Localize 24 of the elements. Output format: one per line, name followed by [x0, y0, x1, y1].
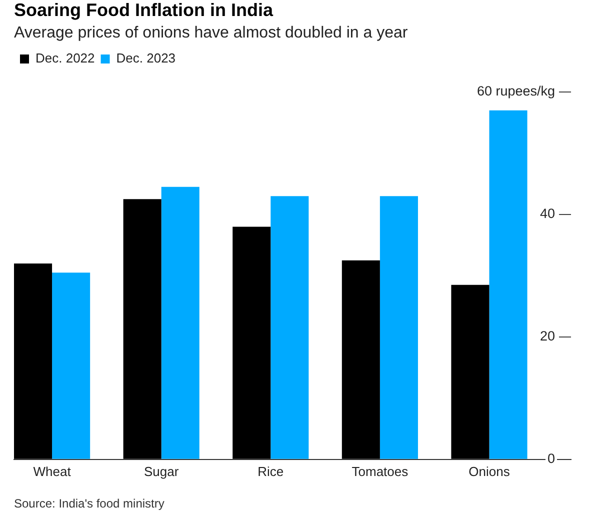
- x-tick-label: Sugar: [144, 464, 180, 479]
- legend-label: Dec. 2023: [116, 50, 176, 66]
- bar: [489, 110, 528, 459]
- y-tick-label: 20: [540, 328, 555, 344]
- bar: [232, 226, 271, 459]
- bar: [380, 196, 418, 459]
- chart-title: Soaring Food Inflation in India: [14, 0, 274, 20]
- bar: [14, 263, 52, 459]
- source-note: Source: India's food ministry: [14, 496, 164, 510]
- y-tick-label: 40: [540, 206, 555, 222]
- chart-subtitle: Average prices of onions have almost doubled in a year: [14, 24, 408, 42]
- x-tick-label: Onions: [468, 464, 510, 479]
- bar: [342, 260, 380, 459]
- x-tick-label: Tomatoes: [352, 464, 409, 479]
- bar: [270, 196, 309, 459]
- bar: [52, 272, 90, 459]
- x-tick-label: Wheat: [33, 464, 72, 479]
- y-tick-label: 0: [547, 451, 555, 466]
- x-tick-label: Rice: [258, 464, 284, 479]
- y-tick-label: 60 rupees/kg: [476, 84, 555, 99]
- legend-label: Dec. 2022: [36, 50, 95, 66]
- bar: [161, 186, 200, 459]
- bar: [451, 284, 490, 459]
- bar: [123, 199, 162, 459]
